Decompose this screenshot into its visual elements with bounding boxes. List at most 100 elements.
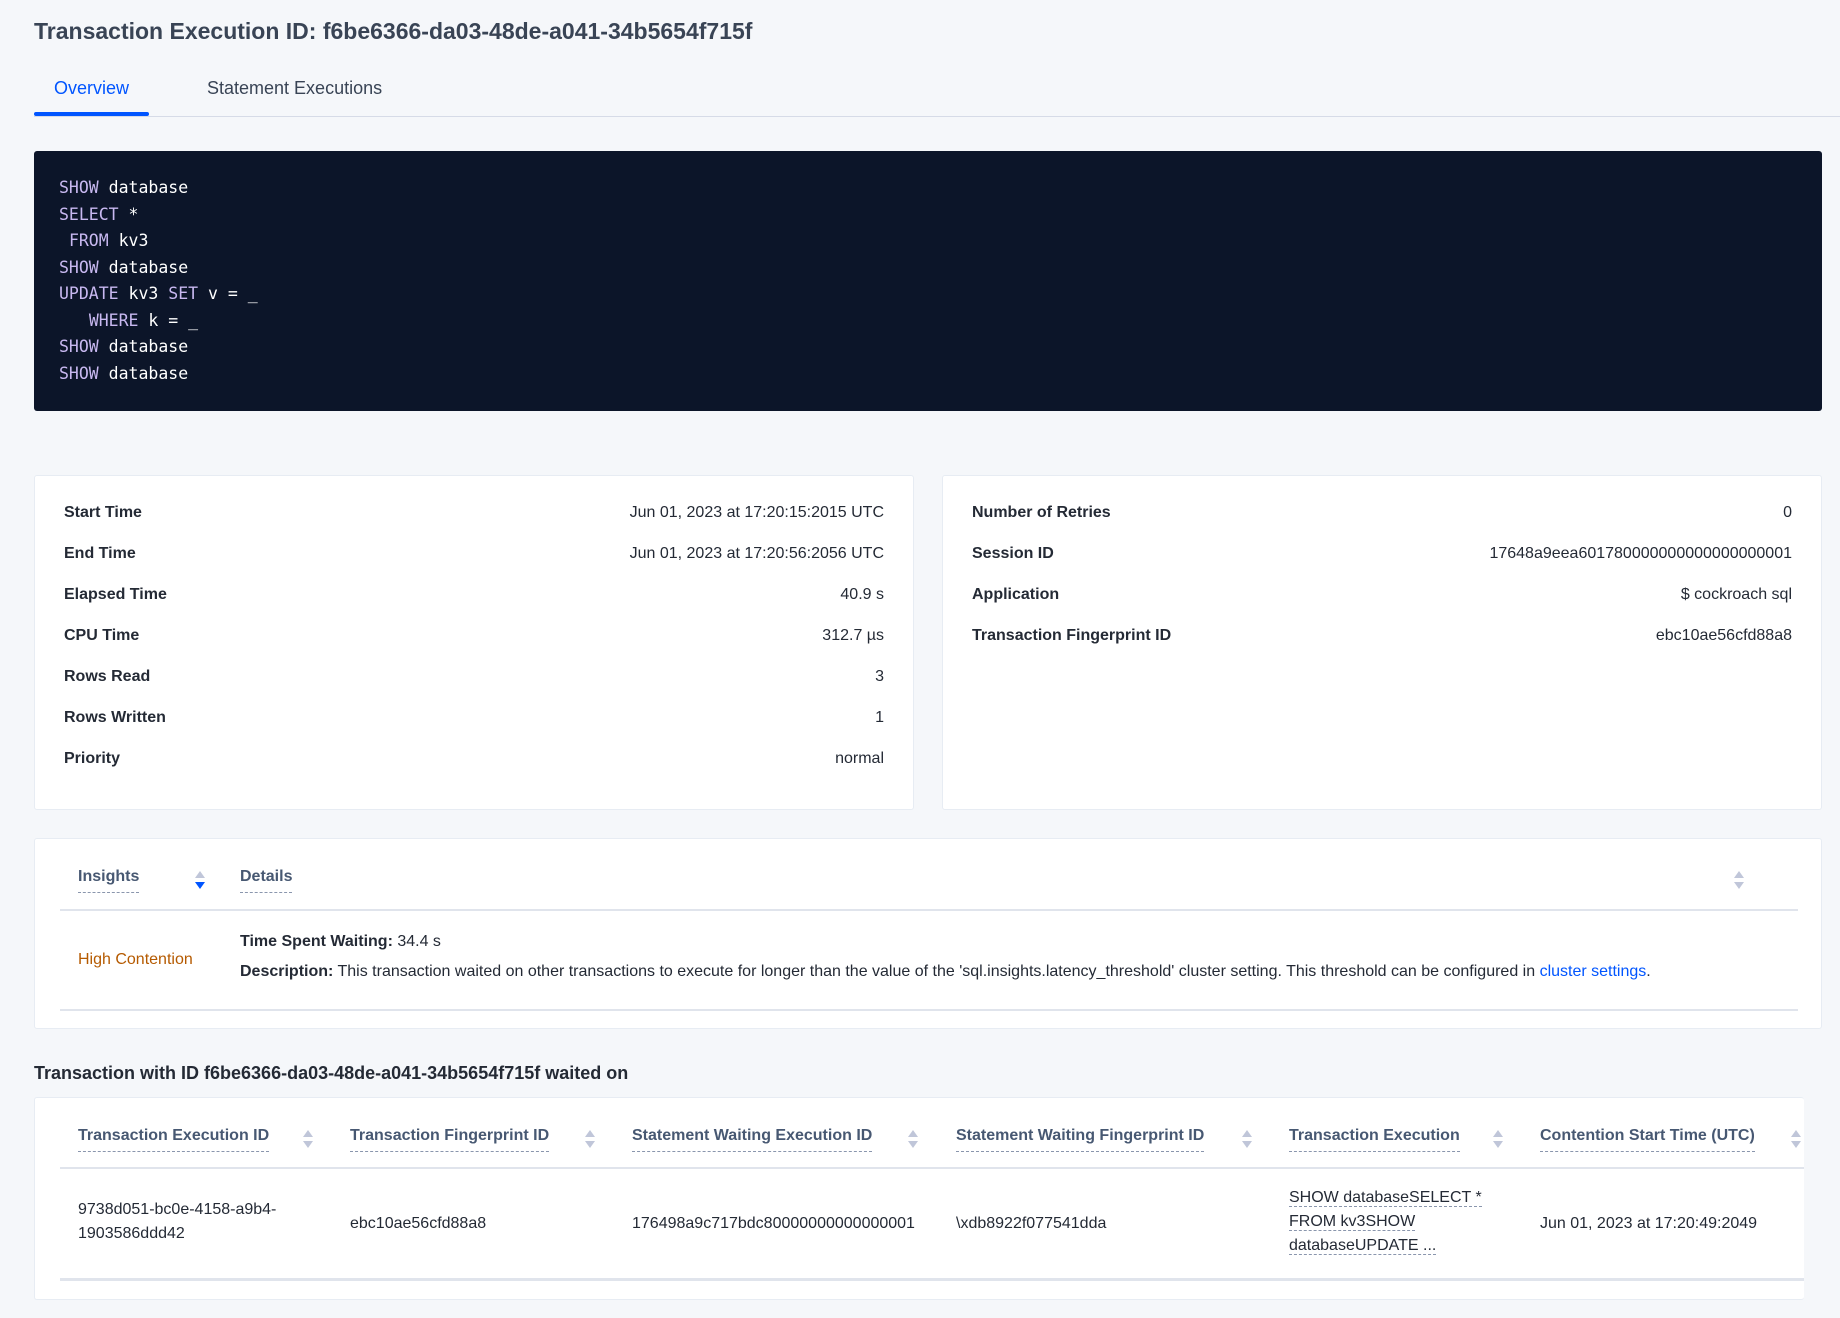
sql-text: kv3	[108, 231, 149, 250]
sql-text	[59, 231, 69, 250]
code-line: SHOW database	[59, 255, 1797, 282]
sql-keyword: WHERE	[88, 310, 139, 330]
sql-keyword: SELECT	[59, 204, 119, 224]
sql-text: database	[98, 257, 189, 277]
exec-id-part: 9738d051-bc0e-4158-a9b4-	[78, 1201, 277, 1218]
tab-statement-executions[interactable]: Statement Executions	[207, 78, 383, 98]
txn-text: FROM kv3SHOW	[1289, 1213, 1416, 1231]
code-line: SHOW database	[59, 334, 1797, 361]
divider	[60, 1278, 1804, 1281]
cell-statement-waiting-execution-id: 176498a9c717bdc80000000000000001	[632, 1215, 915, 1232]
col-contention-start-time[interactable]: Contention Start Time (UTC)	[1540, 1127, 1755, 1152]
summary-row: Number of Retries 0	[972, 504, 1792, 522]
sql-keyword: SET	[168, 284, 199, 303]
page-title: Transaction Execution ID: f6be6366-da03-…	[34, 18, 753, 44]
insights-header[interactable]: Insights	[78, 868, 140, 893]
cell-transaction-execution-id: 9738d051-bc0e-4158-a9b4- 1903586ddd42	[78, 1198, 276, 1246]
code-line: WHERE k = _	[59, 308, 1797, 335]
divider	[60, 909, 1798, 911]
sort-icon[interactable]	[908, 1130, 918, 1150]
cell-transaction-fingerprint-id: ebc10ae56cfd88a8	[350, 1215, 487, 1232]
summary-row: Session ID 17648a9eea60178000000000000000…	[972, 545, 1792, 563]
sql-text: database	[98, 363, 189, 383]
insight-description: Description: This transaction waited on …	[240, 960, 1651, 984]
summary-label: Application	[972, 586, 1060, 603]
summary-row: Elapsed Time 40.9 s	[64, 586, 884, 604]
txn-text: SHOW databaseSELECT *	[1289, 1189, 1482, 1207]
summary-row: End Time Jun 01, 2023 at 17:20:56:2056 UT…	[64, 545, 884, 563]
time-spent-waiting: Time Spent Waiting: 34.4 s	[240, 930, 441, 954]
col-statement-waiting-execution-id[interactable]: Statement Waiting Execution ID	[632, 1127, 873, 1152]
summary-value: normal	[835, 750, 884, 767]
summary-value: 3	[875, 668, 884, 685]
cell-contention-start-time: Jun 01, 2023 at 17:20:49:2049	[1540, 1215, 1758, 1232]
tab-bar: Overview Statement Executions	[34, 70, 1840, 117]
summary-label: Number of Retries	[972, 504, 1111, 521]
summary-value: 40.9 s	[840, 586, 884, 603]
tab-overview[interactable]: Overview	[54, 78, 130, 98]
sort-icon[interactable]	[1493, 1130, 1503, 1150]
sql-text: kv3	[118, 284, 169, 303]
cell-statement-waiting-fingerprint-id: \xdb8922f077541dda	[956, 1215, 1107, 1232]
summary-value: 312.7 µs	[822, 627, 884, 644]
active-tab-indicator	[34, 112, 149, 116]
divider	[60, 1009, 1798, 1011]
cell-transaction-execution[interactable]: SHOW databaseSELECT * FROM kv3SHOW datab…	[1289, 1186, 1482, 1258]
summary-value: Jun 01, 2023 at 17:20:56:2056 UTC	[629, 545, 884, 562]
summary-label: Rows Read	[64, 668, 151, 685]
sql-keyword: SHOW	[59, 257, 99, 277]
summary-label: Priority	[64, 750, 121, 767]
summary-label: Rows Written	[64, 709, 166, 726]
summary-label: Transaction Fingerprint ID	[972, 627, 1172, 644]
summary-label: CPU Time	[64, 627, 140, 644]
sql-keyword: UPDATE	[59, 284, 119, 303]
code-line: UPDATE kv3 SET v = _	[59, 281, 1797, 308]
code-line: FROM kv3	[59, 228, 1797, 255]
code-line: SHOW database	[59, 361, 1797, 388]
sql-keyword: SHOW	[59, 363, 99, 383]
time-value: 34.4 s	[392, 933, 441, 950]
summary-row: Start Time Jun 01, 2023 at 17:20:15:2015 …	[64, 504, 884, 522]
divider	[60, 1167, 1804, 1169]
summary-row: Rows Written 1	[64, 709, 884, 727]
exec-id-part: 1903586ddd42	[78, 1225, 185, 1242]
summary-value: $ cockroach sql	[1680, 586, 1792, 603]
sort-icon[interactable]	[303, 1130, 313, 1150]
summary-row: Priority normal	[64, 750, 884, 768]
summary-label: Elapsed Time	[64, 586, 167, 603]
time-label: Time Spent Waiting:	[240, 933, 393, 950]
code-line: SELECT *	[59, 202, 1797, 229]
cluster-settings-link[interactable]: cluster settings	[1539, 963, 1647, 980]
desc-end: .	[1646, 963, 1651, 980]
sort-icon[interactable]	[1242, 1130, 1252, 1150]
summary-label: End Time	[64, 545, 136, 562]
summary-label: Start Time	[64, 504, 142, 521]
sort-icon[interactable]	[195, 871, 205, 891]
sql-text: database	[98, 337, 189, 356]
col-transaction-execution[interactable]: Transaction Execution	[1289, 1127, 1460, 1152]
sql-keyword: SHOW	[59, 337, 99, 356]
desc-text: This transaction waited on other transac…	[333, 963, 1540, 980]
sql-text: database	[98, 178, 189, 197]
insights-card: Insights Details High Contention Time Sp…	[34, 838, 1822, 1029]
waited-on-table: Transaction Execution ID Transaction Fin…	[34, 1097, 1804, 1300]
sql-text: *	[118, 204, 139, 224]
code-line: SHOW database	[59, 175, 1797, 202]
summary-label: Session ID	[972, 545, 1054, 562]
sql-text: k = _	[138, 310, 199, 330]
col-statement-waiting-fingerprint-id[interactable]: Statement Waiting Fingerprint ID	[956, 1127, 1205, 1152]
insight-type: High Contention	[78, 951, 193, 968]
sort-icon[interactable]	[585, 1130, 595, 1150]
summary-row: Rows Read 3	[64, 668, 884, 686]
sql-code-block: SHOW database SELECT * FROM kv3 SHOW datab…	[34, 151, 1822, 411]
summary-value: 0	[1783, 504, 1792, 521]
details-header[interactable]: Details	[240, 868, 293, 893]
summary-card-right: Number of Retries 0 Session ID 17648a9eea60…	[942, 475, 1822, 810]
txn-text: databaseUPDATE ...	[1289, 1237, 1437, 1255]
col-transaction-execution-id[interactable]: Transaction Execution ID	[78, 1127, 270, 1152]
sort-icon[interactable]	[1791, 1130, 1801, 1150]
sort-icon[interactable]	[1734, 871, 1744, 891]
summary-value: Jun 01, 2023 at 17:20:15:2015 UTC	[629, 504, 884, 521]
col-transaction-fingerprint-id[interactable]: Transaction Fingerprint ID	[350, 1127, 550, 1152]
fingerprint-link[interactable]: ebc10ae56cfd88a8	[1655, 627, 1792, 644]
